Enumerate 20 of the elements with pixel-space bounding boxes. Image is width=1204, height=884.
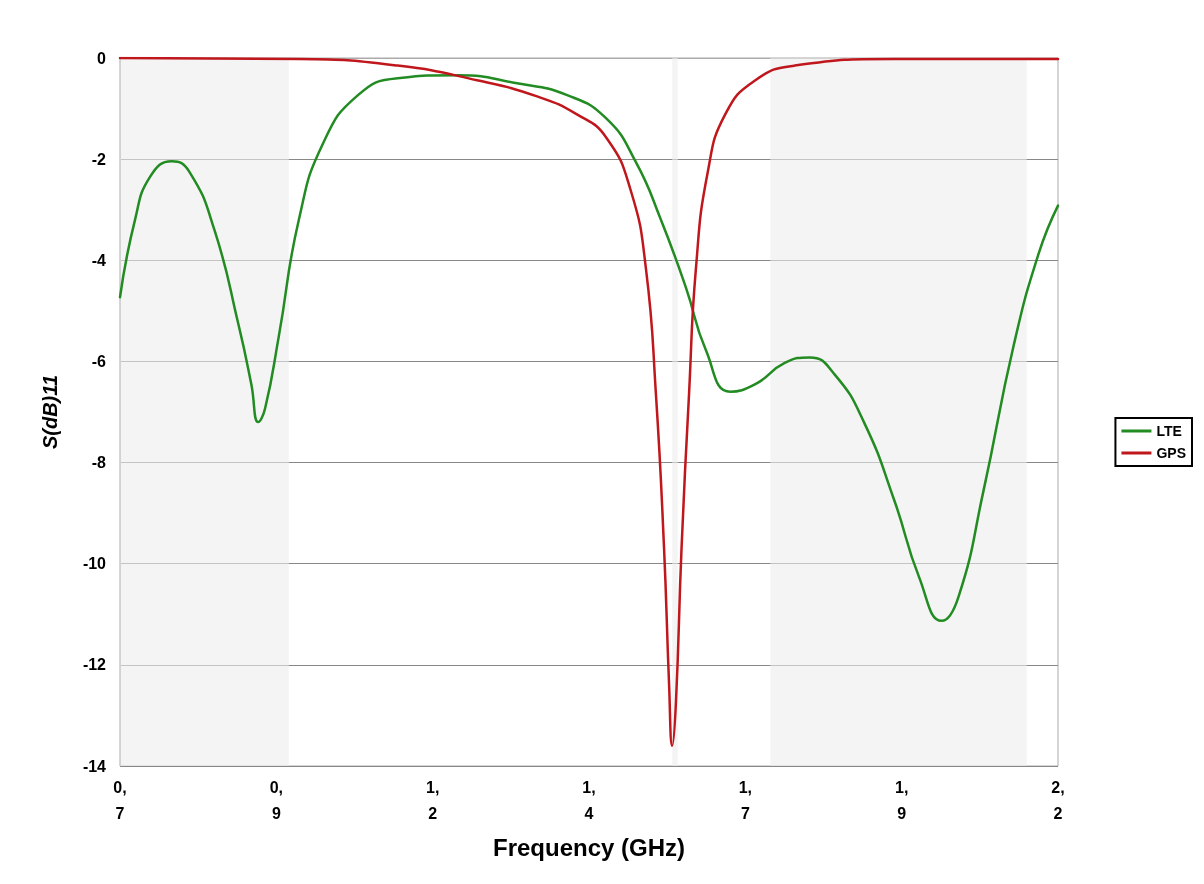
legend-label: LTE [1156, 423, 1182, 439]
x-tick-label: 0,9 [269, 778, 284, 822]
y-tick-label: -8 [91, 454, 107, 472]
y-tick-label: -2 [91, 150, 107, 168]
y-tick-label: -4 [91, 251, 107, 269]
x-tick-label: 1,4 [582, 778, 596, 822]
x-tick-label: 1,2 [425, 778, 440, 822]
y-tick-label: -12 [82, 656, 107, 674]
x-tick-label: 2,2 [1051, 778, 1065, 822]
y-tick-label: -6 [91, 352, 107, 370]
legend-label: GPS [1156, 445, 1187, 461]
x-tick-label: 0,7 [113, 778, 127, 822]
y-axis-title: S(dB)11 [39, 374, 61, 450]
x-tick-label: 1,9 [894, 778, 909, 822]
line-series [118, 73, 1060, 623]
y-tick-label: -10 [82, 555, 107, 573]
x-tick-label: 1,7 [738, 778, 753, 822]
y-tick-label: 0 [97, 49, 107, 67]
x-axis-title: Frequency (GHz) [492, 834, 686, 862]
y-tick-label: -14 [82, 757, 107, 775]
